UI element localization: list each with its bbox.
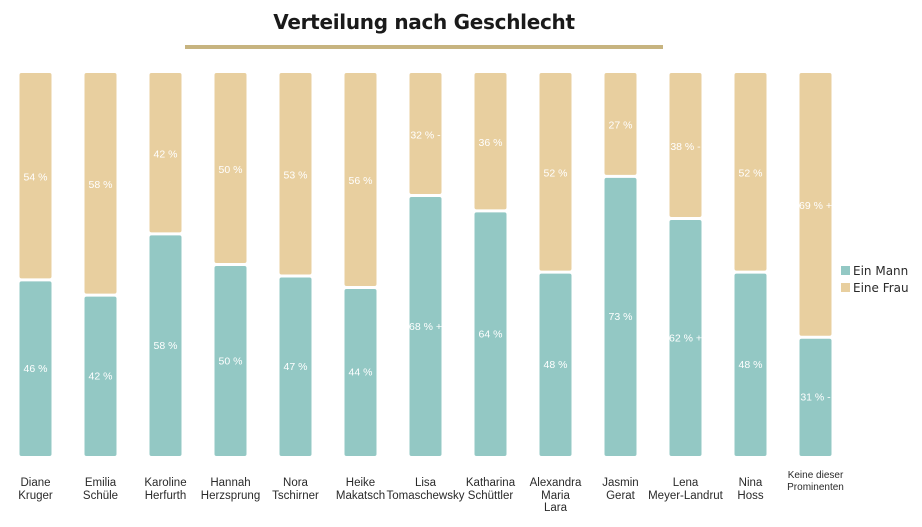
title-underline (185, 45, 663, 49)
value-label-ein-mann-nora-tschirner: 47 % (284, 361, 308, 373)
value-label-eine-frau-heike-makatsch: 56 % (349, 175, 373, 187)
category-label-lena-meyer-landrut: Lena Meyer-Landrut (648, 477, 723, 502)
value-label-eine-frau-jasmin-gerat: 27 % (609, 120, 633, 132)
value-label-eine-frau-nina-hoss: 52 % (739, 168, 763, 180)
value-label-ein-mann-alexandra-maria-lara: 48 % (544, 359, 568, 371)
bar-eine-frau-katharina-schüttler (474, 73, 507, 210)
value-label-eine-frau-katharina-schüttler: 36 % (479, 137, 503, 149)
bar-ein-mann-nina-hoss (734, 273, 767, 456)
value-label-eine-frau-alexandra-maria-lara: 52 % (544, 168, 568, 180)
bar-eine-frau-lena-meyer-landrut (669, 73, 702, 218)
chart-title: Verteilung nach Geschlecht (273, 10, 575, 34)
category-label-emilia-schüle: Emilia Schüle (82, 477, 119, 502)
value-label-ein-mann-diane-kruger: 46 % (24, 363, 48, 375)
bar-ein-mann-katharina-schüttler (474, 212, 507, 456)
category-label-alexandra-maria-lara: Alexandra Maria Lara (529, 477, 582, 514)
bar-ein-mann-keine-dieser-prominenten (799, 338, 832, 456)
category-label-diane-kruger: Diane Kruger (18, 477, 53, 502)
bar-ein-mann-diane-kruger (19, 281, 52, 456)
category-label-karoline-herfurth: Karoline Herfurth (144, 477, 187, 502)
bar-eine-frau-alexandra-maria-lara (539, 73, 572, 271)
value-label-eine-frau-diane-kruger: 54 % (24, 171, 48, 183)
value-label-ein-mann-nina-hoss: 48 % (739, 359, 763, 371)
bar-eine-frau-diane-kruger (19, 73, 52, 279)
value-label-eine-frau-emilia-schüle: 58 % (89, 179, 113, 191)
value-label-ein-mann-karoline-herfurth: 58 % (154, 340, 178, 352)
bar-ein-mann-alexandra-maria-lara (539, 273, 572, 456)
bar-eine-frau-karoline-herfurth (149, 73, 182, 233)
bar-eine-frau-nora-tschirner (279, 73, 312, 275)
legend-item-eine-frau: Eine Frau (841, 279, 909, 296)
value-label-ein-mann-lisa-tomaschewsky: 68 % + (409, 321, 442, 333)
bar-ein-mann-emilia-schüle (84, 296, 117, 456)
category-label-jasmin-gerat: Jasmin Gerat (602, 477, 639, 502)
bar-ein-mann-lisa-tomaschewsky (409, 197, 442, 456)
bar-eine-frau-hannah-herzsprung (214, 73, 247, 263)
legend-swatch-ein-mann (841, 266, 850, 275)
category-label-keine-dieser-prominenten: Keine dieser Prominenten (787, 470, 844, 493)
bar-eine-frau-nina-hoss (734, 73, 767, 271)
legend-item-ein-mann: Ein Mann (841, 262, 909, 279)
category-label-heike-makatsch: Heike Makatsch (335, 477, 386, 502)
legend: Ein Mann Eine Frau (841, 262, 909, 296)
value-label-eine-frau-karoline-herfurth: 42 % (154, 148, 178, 160)
legend-label-eine-frau: Eine Frau (853, 280, 909, 295)
bar-eine-frau-lisa-tomaschewsky (409, 73, 442, 195)
category-label-lisa-tomaschewsky: Lisa Tomaschewsky (386, 477, 465, 502)
value-label-ein-mann-heike-makatsch: 44 % (349, 367, 373, 379)
bar-eine-frau-emilia-schüle (84, 73, 117, 294)
value-label-ein-mann-katharina-schüttler: 64 % (479, 328, 503, 340)
bar-ein-mann-lena-meyer-landrut (669, 220, 702, 456)
category-label-nora-tschirner: Nora Tschirner (272, 477, 319, 502)
bar-ein-mann-nora-tschirner (279, 277, 312, 456)
bar-eine-frau-jasmin-gerat (604, 73, 637, 175)
value-label-ein-mann-keine-dieser-prominenten: 31 % - (800, 392, 831, 404)
bar-eine-frau-heike-makatsch (344, 73, 377, 286)
category-label-nina-hoss: Nina Hoss (737, 477, 764, 502)
bar-ein-mann-karoline-herfurth (149, 235, 182, 456)
value-label-eine-frau-keine-dieser-prominenten: 69 % + (799, 200, 832, 212)
value-label-ein-mann-emilia-schüle: 42 % (89, 371, 113, 383)
category-label-katharina-schüttler: Katharina Schüttler (465, 477, 516, 502)
value-label-ein-mann-jasmin-gerat: 73 % (609, 311, 633, 323)
value-label-ein-mann-hannah-herzsprung: 50 % (219, 355, 243, 367)
bar-ein-mann-hannah-herzsprung (214, 266, 247, 456)
value-label-eine-frau-lena-meyer-landrut: 38 % - (670, 141, 701, 153)
bar-ein-mann-heike-makatsch (344, 288, 377, 456)
legend-swatch-eine-frau (841, 283, 850, 292)
category-label-hannah-herzsprung: Hannah Herzsprung (200, 477, 261, 502)
value-label-ein-mann-lena-meyer-landrut: 62 % + (669, 332, 702, 344)
legend-label-ein-mann: Ein Mann (853, 263, 909, 278)
bar-ein-mann-jasmin-gerat (604, 177, 637, 456)
value-label-eine-frau-lisa-tomaschewsky: 32 % - (410, 129, 441, 141)
bar-eine-frau-keine-dieser-prominenten (799, 73, 832, 336)
value-label-eine-frau-hannah-herzsprung: 50 % (219, 164, 243, 176)
value-label-eine-frau-nora-tschirner: 53 % (284, 169, 308, 181)
